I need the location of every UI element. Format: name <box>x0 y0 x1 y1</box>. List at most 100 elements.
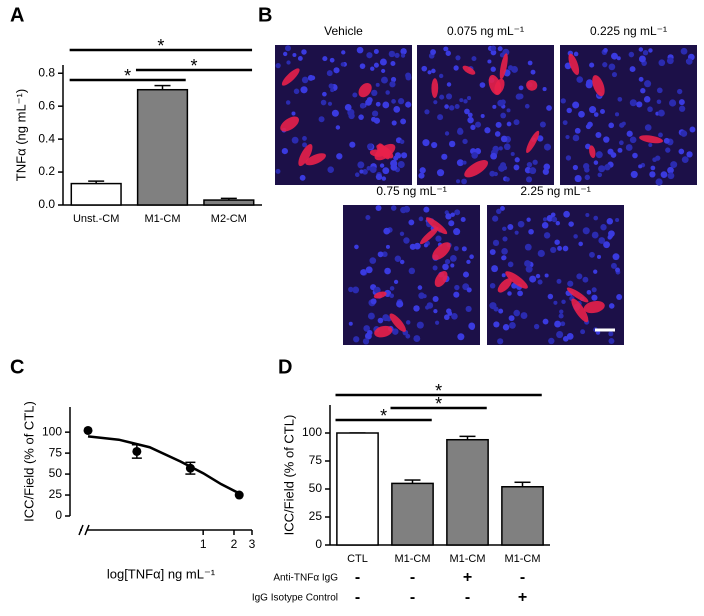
nucleus <box>610 262 617 269</box>
nucleus <box>397 98 405 105</box>
nucleus <box>598 165 606 173</box>
cell <box>592 75 605 97</box>
nucleus <box>451 313 458 320</box>
nucleus <box>357 161 365 169</box>
nucleus <box>449 105 455 111</box>
point <box>234 490 244 500</box>
fit-curve <box>87 435 240 495</box>
treatment-mark: - <box>410 569 415 586</box>
nucleus <box>591 231 599 239</box>
nucleus <box>371 110 379 117</box>
nucleus <box>400 118 407 125</box>
nucleus <box>393 279 399 285</box>
nucleus <box>647 106 653 113</box>
nucleus <box>281 147 288 155</box>
nucleus <box>497 338 504 345</box>
nucleus <box>417 285 423 290</box>
y-axis-label: ICC/Field (% of CTL) <box>281 415 296 536</box>
nucleus <box>416 321 424 329</box>
nucleus <box>413 305 420 312</box>
nucleus <box>490 66 496 72</box>
nucleus <box>390 61 396 67</box>
nucleus <box>689 126 696 133</box>
nucleus <box>650 165 656 171</box>
nucleus <box>626 130 633 137</box>
micrograph <box>417 45 554 185</box>
nucleus <box>576 273 583 280</box>
nucleus <box>616 294 623 300</box>
x-tick-label: 1 <box>200 537 207 551</box>
nucleus <box>574 174 582 183</box>
nucleus <box>450 212 455 217</box>
nucleus <box>578 241 583 247</box>
nucleus <box>391 328 399 335</box>
nucleus <box>513 119 520 126</box>
nucleus <box>444 104 449 109</box>
nucleus <box>655 155 661 161</box>
nucleus <box>648 143 653 148</box>
nucleus <box>586 289 592 295</box>
x-tick-label: 2 <box>231 537 238 551</box>
nucleus <box>302 136 307 141</box>
nucleus <box>459 98 464 103</box>
nucleus <box>467 112 473 118</box>
nucleus <box>448 140 456 148</box>
cell <box>434 271 448 287</box>
nucleus <box>667 166 674 174</box>
nucleus <box>502 226 507 232</box>
nucleus <box>566 333 574 340</box>
nucleus <box>648 48 653 53</box>
nucleus <box>327 166 334 173</box>
nucleus <box>503 143 511 151</box>
nucleus <box>454 103 460 109</box>
nucleus <box>528 228 534 235</box>
nucleus <box>340 62 345 67</box>
nucleus <box>373 286 381 294</box>
nucleus <box>358 114 364 120</box>
nucleus <box>644 80 652 88</box>
nucleus <box>438 73 444 79</box>
nucleus <box>617 96 623 102</box>
nucleus <box>686 151 693 158</box>
nucleus <box>341 50 346 55</box>
nucleus <box>542 87 547 92</box>
nucleus <box>456 179 461 184</box>
cell <box>358 82 372 98</box>
nucleus <box>560 98 566 104</box>
panel-label: C <box>10 356 24 378</box>
nucleus <box>297 56 303 61</box>
nucleus <box>444 46 449 51</box>
axis-break <box>84 524 90 536</box>
nucleus <box>367 143 373 150</box>
nucleus <box>529 275 537 283</box>
nucleus <box>399 139 405 145</box>
nucleus <box>598 237 606 244</box>
nucleus <box>595 151 603 159</box>
nucleus <box>680 47 688 55</box>
nucleus <box>608 338 615 345</box>
nucleus <box>362 338 370 345</box>
treatment-mark: - <box>355 569 360 586</box>
cell <box>374 325 393 338</box>
nucleus <box>301 76 309 84</box>
nucleus <box>666 57 674 65</box>
nucleus <box>436 169 445 177</box>
nucleus <box>629 136 637 144</box>
nucleus <box>396 300 404 308</box>
nucleus <box>421 65 428 72</box>
nucleus <box>460 216 466 223</box>
treatment-mark: - <box>355 589 360 606</box>
nucleus <box>497 46 503 52</box>
nucleus <box>389 81 396 88</box>
nucleus <box>365 215 371 221</box>
nucleus <box>366 52 373 59</box>
nucleus <box>546 215 554 222</box>
nucleus <box>391 98 396 104</box>
nucleus <box>354 172 360 178</box>
nucleus <box>300 86 308 94</box>
nucleus <box>455 55 461 61</box>
image-caption: 0.225 ng mL⁻¹ <box>590 24 667 38</box>
nucleus <box>384 267 391 275</box>
nucleus <box>502 48 510 56</box>
nucleus <box>382 101 390 109</box>
